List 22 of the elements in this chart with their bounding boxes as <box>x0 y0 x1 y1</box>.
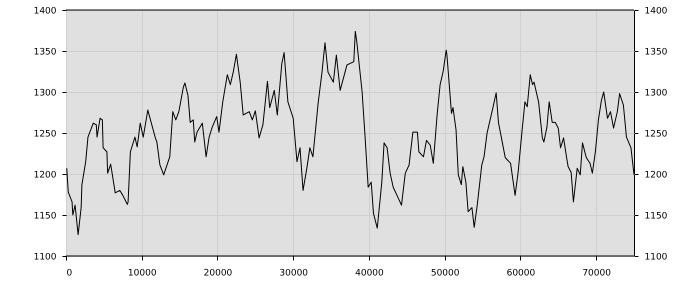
y-tick-label: 1350 <box>34 48 57 58</box>
y-tick-label: 1100 <box>34 252 57 262</box>
x-tick-label: 30000 <box>279 268 308 278</box>
y2-tick-label: 1150 <box>644 212 668 222</box>
x-tick-label: 20000 <box>204 268 233 278</box>
x-tick-label: 0 <box>66 268 72 278</box>
y2-tick-label: 1250 <box>644 130 668 140</box>
y2-tick-label: 1400 <box>644 6 668 16</box>
x-tick-label: 40000 <box>355 268 384 278</box>
y-tick-label: 1250 <box>34 130 57 140</box>
y2-tick-label: 1300 <box>644 88 668 98</box>
y2-tick-label: 1200 <box>644 170 668 180</box>
x-tick-label: 10000 <box>128 268 157 278</box>
x-tick-label: 70000 <box>582 268 612 278</box>
y2-tick-label: 1100 <box>644 252 668 262</box>
x-tick-label: 50000 <box>430 268 460 278</box>
y-tick-label: 1300 <box>34 88 57 98</box>
y2-tick-label: 1350 <box>644 48 668 58</box>
y-tick-label: 1400 <box>34 6 57 16</box>
y-tick-label: 1150 <box>34 212 57 222</box>
x-tick-label: 60000 <box>506 268 536 278</box>
y-tick-label: 1200 <box>34 170 57 180</box>
